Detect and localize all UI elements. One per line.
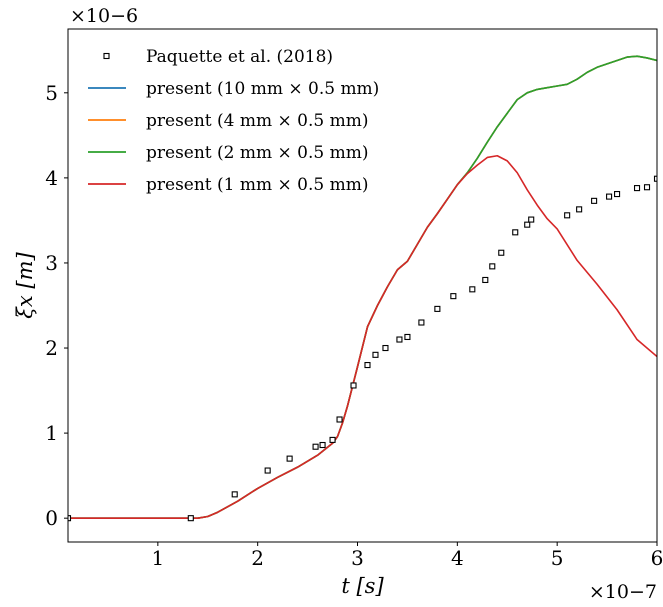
ticks-layer: 1 2 3 4 5 6 0 1 2 3 4 5 (45, 81, 663, 570)
x-axis-label: t [s] (341, 574, 384, 598)
plot-frame (67, 28, 658, 543)
series-layer (68, 55, 657, 522)
labels-layer: ×10−6 ×10−7 t [s] ξx [m] (13, 5, 657, 603)
y-tick-label: 0 (45, 506, 58, 530)
y-axis-label: ξx [m] (13, 252, 37, 319)
data-point (418, 319, 425, 326)
data-point (633, 185, 641, 192)
x-tick-label: 1 (151, 546, 164, 570)
y-tick-label: 2 (45, 336, 58, 360)
data-point (68, 515, 72, 522)
legend-label: present (4 mm × 0.5 mm) (146, 111, 369, 131)
y-tick-label: 3 (45, 251, 58, 275)
legend: Paquette et al. (2018) present (10 mm × 0… (88, 47, 379, 195)
data-point (653, 175, 657, 182)
data-point (512, 229, 519, 236)
data-point (591, 197, 598, 204)
data-point (643, 184, 651, 191)
legend-marker (103, 52, 110, 60)
x-scale-label: ×10−7 (589, 581, 657, 603)
data-point (187, 515, 194, 522)
data-point (524, 221, 531, 228)
y-scale-label: ×10−6 (70, 5, 138, 27)
data-point (404, 333, 411, 341)
data-point (489, 263, 496, 270)
data-point (264, 467, 271, 474)
x-tick-label: 2 (251, 546, 264, 570)
data-point (606, 193, 613, 200)
data-point (498, 249, 505, 256)
data-point (319, 441, 326, 449)
legend-label: present (1 mm × 0.5 mm) (146, 175, 369, 195)
y-tick-label: 1 (45, 421, 58, 445)
x-tick-label: 5 (551, 546, 564, 570)
data-point (286, 455, 293, 462)
y-tick-label: 4 (45, 166, 58, 190)
data-point (329, 436, 336, 443)
data-point (450, 293, 457, 300)
data-point (312, 443, 319, 450)
y-tick-label: 5 (45, 81, 58, 105)
x-tick-label: 3 (351, 546, 364, 570)
data-point (469, 286, 476, 293)
data-point (336, 416, 343, 423)
series-line-4 (68, 154, 657, 519)
data-point (382, 344, 389, 352)
data-point (614, 190, 621, 198)
data-point (564, 212, 571, 219)
x-tick-label: 6 (651, 546, 663, 570)
legend-label: present (2 mm × 0.5 mm) (146, 143, 369, 163)
data-point (576, 206, 583, 213)
data-point (396, 336, 403, 343)
data-point (372, 351, 379, 358)
legend-label: present (10 mm × 0.5 mm) (146, 79, 379, 99)
data-point (434, 305, 441, 312)
data-point (350, 382, 357, 389)
data-point (364, 361, 371, 369)
data-point (482, 276, 489, 284)
data-point (528, 216, 535, 223)
x-tick-label: 4 (451, 546, 464, 570)
legend-label: Paquette et al. (2018) (146, 47, 333, 67)
data-point (231, 491, 238, 498)
